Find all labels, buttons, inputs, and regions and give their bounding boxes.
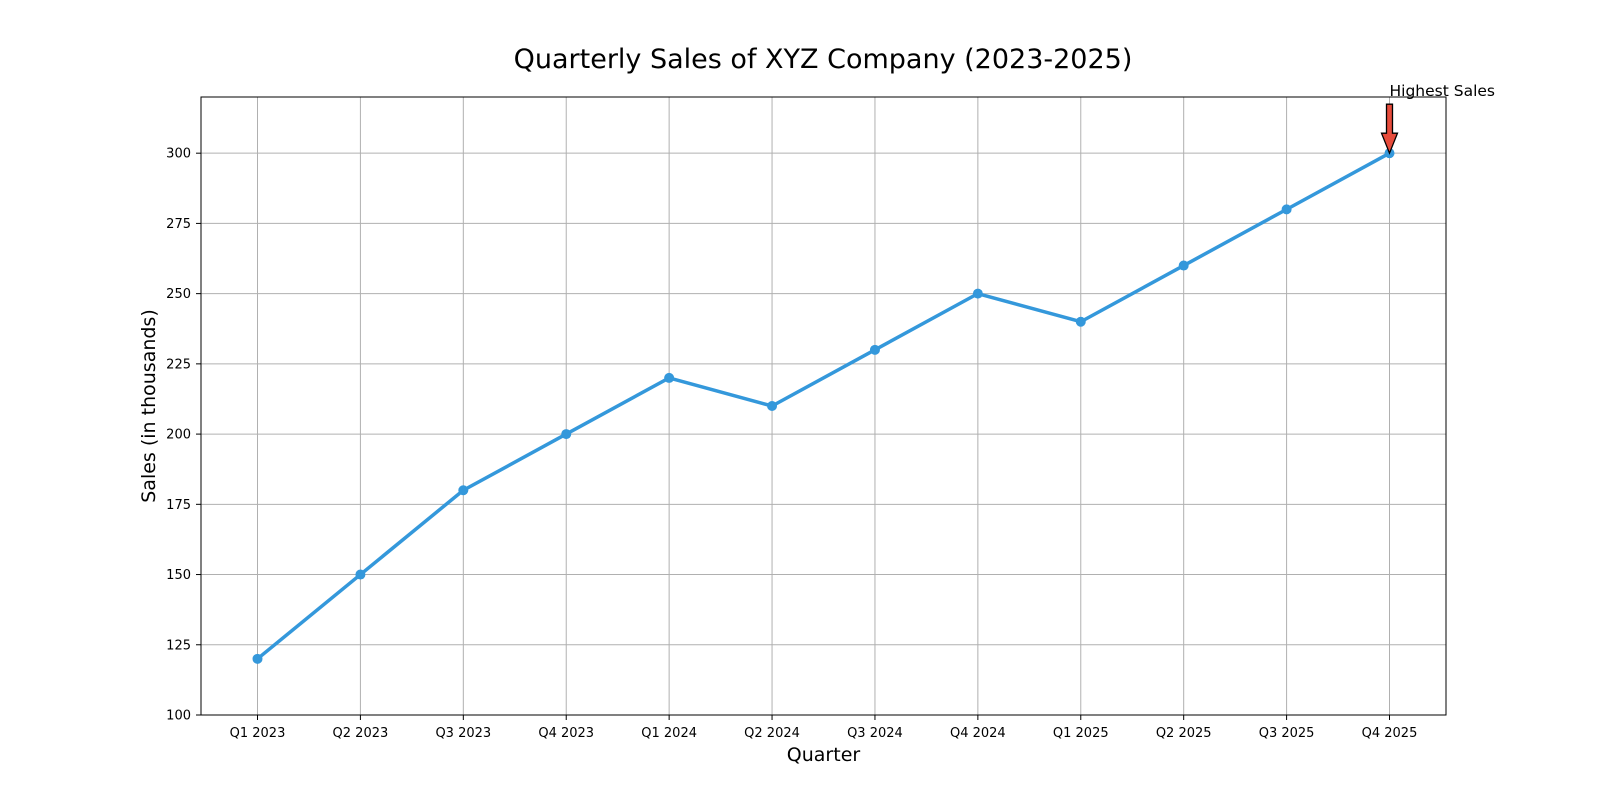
x-tick-label: Q1 2023 [230,726,286,741]
x-axis-ticks: Q1 2023 Q2 2023 Q3 2023 Q4 2023 Q1 2024 Q2 20… [230,715,1418,741]
y-tick-label: 275 [166,217,191,232]
data-point [767,401,778,411]
x-tick-label: Q3 2023 [435,726,491,741]
grid-layer [201,97,1446,716]
x-tick-label: Q2 2023 [333,726,389,741]
y-tick-label: 150 [166,568,191,583]
y-axis-label: Sales (in thousands) [138,309,160,503]
data-point [972,288,983,299]
x-tick-label: Q4 2025 [1362,726,1418,741]
y-tick-label: 200 [166,428,191,443]
y-tick-label: 225 [166,357,191,372]
y-tick-label: 125 [166,638,191,653]
x-tick-label: Q4 2024 [950,726,1006,741]
x-tick-label: Q2 2025 [1156,726,1212,741]
x-tick-label: Q2 2024 [744,726,800,741]
data-point [355,569,366,580]
data-point [869,344,880,355]
y-tick-label: 300 [166,147,191,162]
x-axis-label: Quarter [787,744,861,766]
annotation-label: Highest Sales [1390,82,1496,100]
y-axis-ticks: 100 125 150 175 200 225 250 275 300 [166,147,201,724]
chart-title: Quarterly Sales of XYZ Company (2023-202… [514,44,1133,75]
plot-frame [200,96,1447,716]
annotation-arrow [1380,103,1399,155]
data-point [252,653,263,664]
annotation-layer: Highest Sales [1380,82,1496,155]
x-tick-label: Q3 2024 [847,726,903,741]
data-point [1075,316,1086,327]
y-tick-label: 175 [166,498,191,513]
x-tick-label: Q4 2023 [538,726,594,741]
data-point [458,485,469,496]
data-point [561,429,572,440]
data-point [664,372,675,383]
x-tick-label: Q1 2025 [1053,726,1109,741]
x-tick-label: Q3 2025 [1259,726,1315,741]
series-layer [252,148,1395,664]
data-point [1281,204,1292,215]
y-tick-label: 100 [166,709,191,724]
x-tick-label: Q1 2024 [641,726,697,741]
series-line [255,151,1392,661]
y-tick-label: 250 [166,287,191,302]
data-point [1178,260,1189,271]
